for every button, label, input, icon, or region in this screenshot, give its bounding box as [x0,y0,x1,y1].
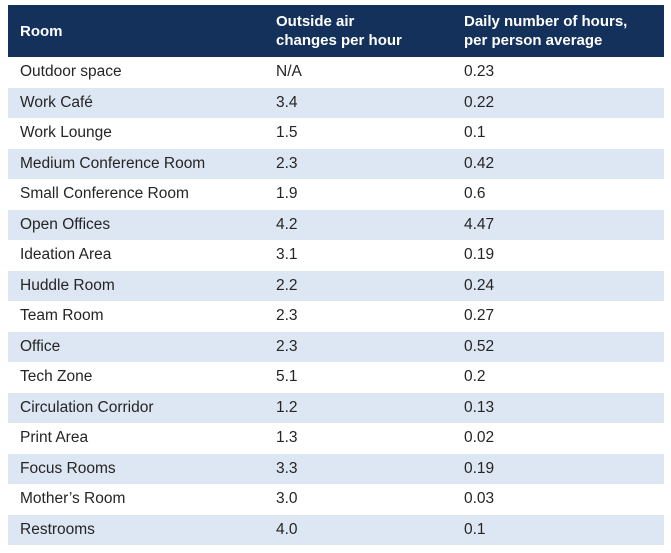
cell-outside-air-changes: 5.1 [276,368,298,386]
cell-room: Restrooms [20,520,95,538]
cell-room: Work Lounge [20,124,112,142]
cell-room: Small Conference Room [20,185,189,203]
cell-daily-hours: 0.19 [464,246,495,264]
table-row: Tech Zone 5.1 0.2 [8,362,664,393]
cell-room: Office [20,337,61,355]
table-row: Outdoor space N/A 0.23 [8,57,664,88]
cell-outside-air-changes: 3.1 [276,246,298,264]
column-header-outside-air-changes: Outside air changes per hour [276,13,402,49]
table-row: Ideation Area 3.1 0.19 [8,240,664,271]
cell-daily-hours: 0.42 [464,154,495,172]
cell-daily-hours: 0.24 [464,276,495,294]
cell-outside-air-changes: 2.3 [276,337,298,355]
cell-room: Tech Zone [20,368,93,386]
table-body: Outdoor space N/A 0.23 Work Café 3.4 0.22 Work… [8,57,664,545]
table-row: Work Café 3.4 0.22 [8,87,664,118]
cell-daily-hours: 0.13 [464,398,495,416]
cell-outside-air-changes: 4.0 [276,520,298,538]
cell-room: Circulation Corridor [20,398,154,416]
cell-daily-hours: 4.47 [464,215,495,233]
cell-outside-air-changes: 3.3 [276,459,298,477]
table-row: Office 2.3 0.52 [8,331,664,362]
room-air-table: Room Outside air changes per hour Daily … [8,5,664,545]
table-row: Circulation Corridor 1.2 0.13 [8,392,664,423]
table-row: Huddle Room 2.2 0.24 [8,270,664,301]
cell-outside-air-changes: 1.9 [276,185,298,203]
cell-room: Open Offices [20,215,111,233]
cell-room: Ideation Area [20,246,112,264]
cell-outside-air-changes: 2.2 [276,276,298,294]
cell-outside-air-changes: 2.3 [276,307,298,325]
cell-outside-air-changes: 2.3 [276,154,298,172]
table-row: Print Area 1.3 0.02 [8,423,664,454]
table-row: Restrooms 4.0 0.1 [8,514,664,545]
cell-outside-air-changes: 1.5 [276,124,298,142]
cell-daily-hours: 0.19 [464,459,495,477]
cell-daily-hours: 0.2 [464,368,486,386]
cell-daily-hours: 0.52 [464,337,495,355]
cell-daily-hours: 0.27 [464,307,495,325]
table-row: Open Offices 4.2 4.47 [8,209,664,240]
cell-outside-air-changes: 1.3 [276,429,298,447]
table-row: Mother’s Room 3.0 0.03 [8,484,664,515]
cell-room: Focus Rooms [20,459,116,477]
table-row: Medium Conference Room 2.3 0.42 [8,148,664,179]
table-row: Small Conference Room 1.9 0.6 [8,179,664,210]
cell-outside-air-changes: 3.0 [276,490,298,508]
cell-room: Mother’s Room [20,490,126,508]
column-header-daily-hours-per-person: Daily number of hours, per person averag… [464,13,628,49]
cell-daily-hours: 0.6 [464,185,486,203]
cell-daily-hours: 0.03 [464,490,495,508]
cell-room: Outdoor space [20,63,122,81]
cell-daily-hours: 0.02 [464,429,495,447]
cell-room: Print Area [20,429,89,447]
cell-room: Work Café [20,93,93,111]
table-header-row: Room Outside air changes per hour Daily … [8,5,664,57]
cell-outside-air-changes: 1.2 [276,398,298,416]
cell-daily-hours: 0.22 [464,93,495,111]
cell-room: Huddle Room [20,276,115,294]
cell-room: Team Room [20,307,104,325]
cell-daily-hours: 0.1 [464,124,486,142]
cell-room: Medium Conference Room [20,154,206,172]
cell-outside-air-changes: N/A [276,63,302,81]
cell-daily-hours: 0.1 [464,520,486,538]
table-row: Work Lounge 1.5 0.1 [8,118,664,149]
cell-outside-air-changes: 3.4 [276,93,298,111]
cell-outside-air-changes: 4.2 [276,215,298,233]
table-row: Focus Rooms 3.3 0.19 [8,453,664,484]
column-header-room: Room [20,22,63,40]
cell-daily-hours: 0.23 [464,63,495,81]
table-row: Team Room 2.3 0.27 [8,301,664,332]
